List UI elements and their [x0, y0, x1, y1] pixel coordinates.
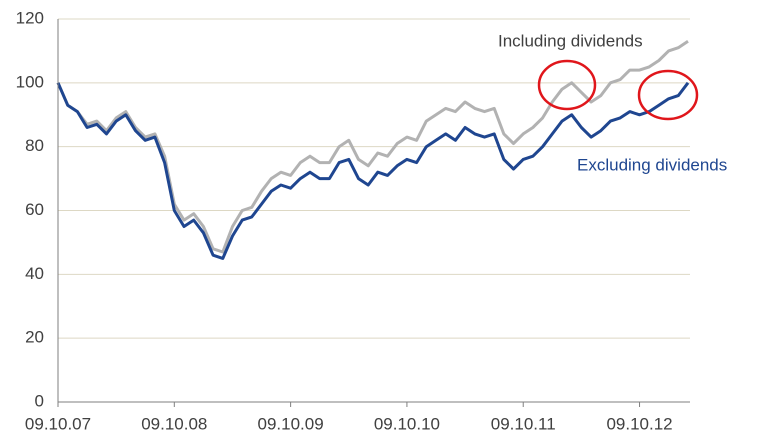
x-tick-label: 09.10.07	[25, 414, 91, 433]
y-tick-label: 60	[25, 200, 44, 219]
x-tick-label: 09.10.09	[258, 414, 324, 433]
x-tick-label: 09.10.10	[374, 414, 440, 433]
x-tick-label: 09.10.12	[606, 414, 672, 433]
y-tick-label: 100	[16, 72, 44, 91]
x-tick-label: 09.10.08	[141, 414, 207, 433]
y-tick-label: 20	[25, 328, 44, 347]
series-annotation: Excluding dividends	[577, 155, 727, 174]
highlight-circle	[637, 69, 699, 121]
y-tick-label: 40	[25, 264, 44, 283]
x-tick-label: 09.10.11	[491, 414, 556, 433]
lines	[56, 40, 690, 260]
series-line	[56, 81, 690, 260]
y-tick-label: 80	[25, 136, 44, 155]
grid	[58, 18, 690, 339]
y-tick-label: 0	[35, 391, 44, 410]
series-annotation: Including dividends	[498, 31, 643, 50]
y-tick-label: 120	[16, 8, 44, 27]
highlight-circle	[537, 59, 597, 111]
series-line	[56, 40, 689, 254]
